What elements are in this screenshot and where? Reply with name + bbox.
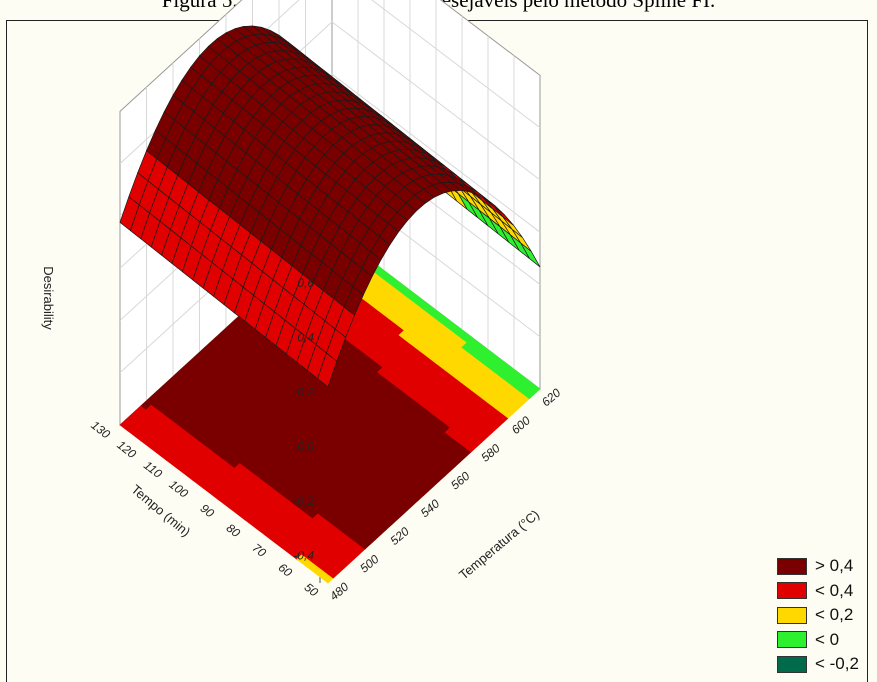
temperature-tick-label: 620 <box>539 385 564 409</box>
time-tick-label: 100 <box>166 477 191 501</box>
temperature-tick-label: 540 <box>418 496 443 520</box>
temperature-tick-label: 600 <box>509 413 534 437</box>
legend: > 0,4 < 0,4 < 0,2 < 0 < -0,2 <box>777 554 872 677</box>
legend-swatch <box>777 582 807 600</box>
time-tick-label: 60 <box>276 560 295 579</box>
time-tick-label: 120 <box>114 438 139 462</box>
temperature-tick-label: 520 <box>388 524 413 548</box>
legend-label: < 0,4 <box>815 580 854 600</box>
time-tick-label: 130 <box>88 418 113 442</box>
legend-swatch <box>777 557 807 575</box>
temperature-tick-label: 500 <box>357 552 382 576</box>
legend-item: < 0,4 <box>777 579 872 604</box>
time-tick-label: 80 <box>224 521 243 540</box>
time-tick-label: 110 <box>141 458 165 481</box>
time-tick-label: 90 <box>198 501 217 520</box>
time-tick-label: 70 <box>250 541 269 560</box>
z-tick-label: -0,4 <box>293 549 314 563</box>
legend-item: < 0 <box>777 628 872 653</box>
legend-swatch <box>777 606 807 624</box>
z-tick-label: 0,6 <box>297 276 314 290</box>
legend-item: < 0,2 <box>777 603 872 628</box>
temperature-tick-label: 560 <box>448 469 473 493</box>
time-tick-label: 50 <box>302 580 321 599</box>
temperature-axis-label: Temperatura (°C) <box>456 507 542 583</box>
temperature-tick-label: 480 <box>327 579 352 603</box>
legend-item: > 0,4 <box>777 554 872 579</box>
legend-swatch <box>777 631 807 649</box>
floor-contour-plot <box>119 230 541 584</box>
z-tick-label: 0,4 <box>297 331 314 345</box>
legend-item: < -0,2 <box>777 652 872 677</box>
surface-cell <box>317 352 338 388</box>
legend-label: > 0,4 <box>815 556 854 576</box>
legend-label: < -0,2 <box>815 654 859 674</box>
legend-label: < 0,2 <box>815 605 854 625</box>
temperature-tick-label: 580 <box>478 441 503 465</box>
z-axis-label: Desirability <box>41 266 56 330</box>
z-tick-label: 0,2 <box>297 385 314 399</box>
legend-swatch <box>777 655 807 673</box>
z-tick-label: -0,2 <box>293 494 314 508</box>
response-surface <box>119 25 541 388</box>
legend-label: < 0 <box>815 629 840 649</box>
z-tick-label: 0,0 <box>297 440 314 454</box>
